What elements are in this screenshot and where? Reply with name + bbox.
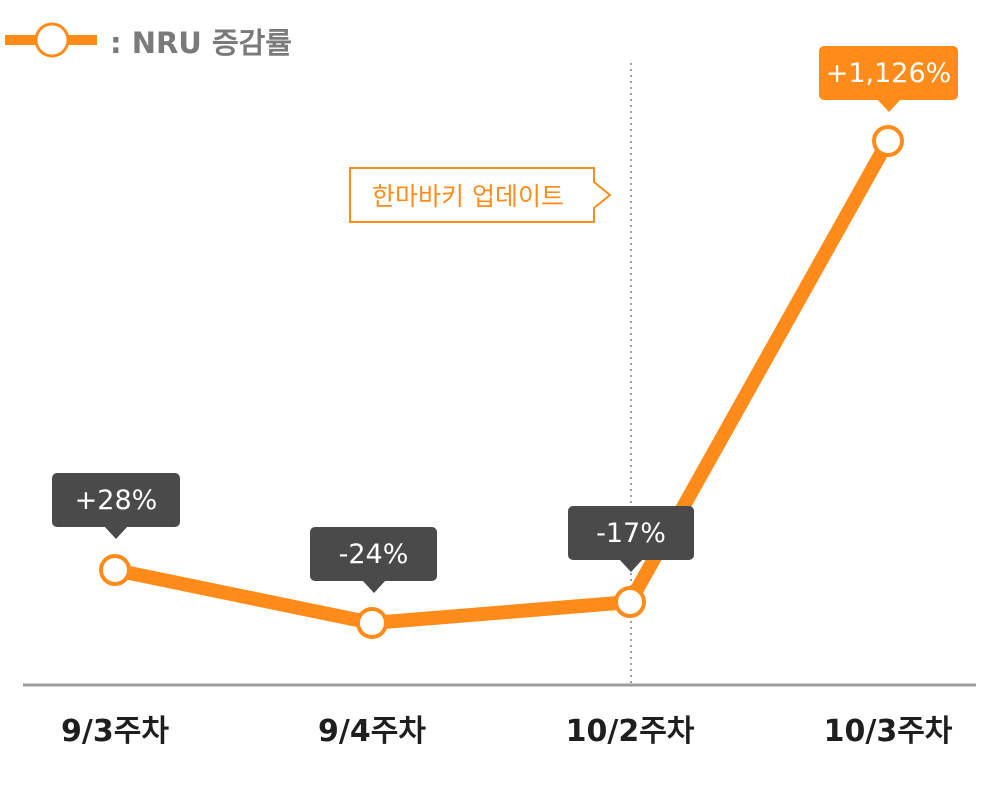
- nru-series-line: [113, 137, 895, 630]
- x-tick-label: 9/4주차: [318, 714, 426, 749]
- x-tick-label: 10/2주차: [565, 714, 695, 749]
- annotation-callout-frame: [349, 167, 612, 223]
- data-point-10-3[interactable]: [872, 125, 904, 157]
- tooltip-9-3: +28%: [52, 473, 180, 539]
- data-point-9-4[interactable]: [356, 607, 388, 639]
- x-tick-label: 10/3주차: [823, 714, 953, 749]
- tooltip-9-4: -24%: [310, 527, 437, 593]
- data-point-10-2[interactable]: [614, 586, 646, 618]
- annotation-update-label: 한마바키 업데이트: [372, 182, 564, 211]
- x-tick-label: 9/3주차: [61, 714, 169, 749]
- tooltip-10-3: +1,126%: [819, 46, 958, 112]
- legend-marker-icon: [5, 22, 97, 58]
- legend-label: : NRU 증감률: [110, 26, 292, 60]
- data-point-9-3[interactable]: [99, 554, 131, 586]
- tooltip-10-2: -17%: [568, 506, 694, 572]
